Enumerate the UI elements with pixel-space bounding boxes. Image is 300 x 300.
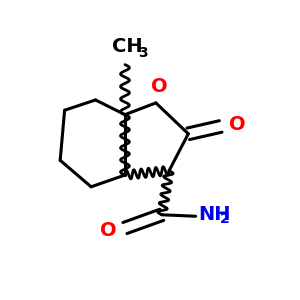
- Text: CH: CH: [112, 38, 142, 56]
- Text: O: O: [151, 76, 167, 95]
- Text: O: O: [100, 221, 117, 241]
- Text: 3: 3: [138, 46, 148, 61]
- Text: 2: 2: [220, 212, 230, 226]
- Text: NH: NH: [199, 205, 231, 224]
- Text: O: O: [229, 116, 245, 134]
